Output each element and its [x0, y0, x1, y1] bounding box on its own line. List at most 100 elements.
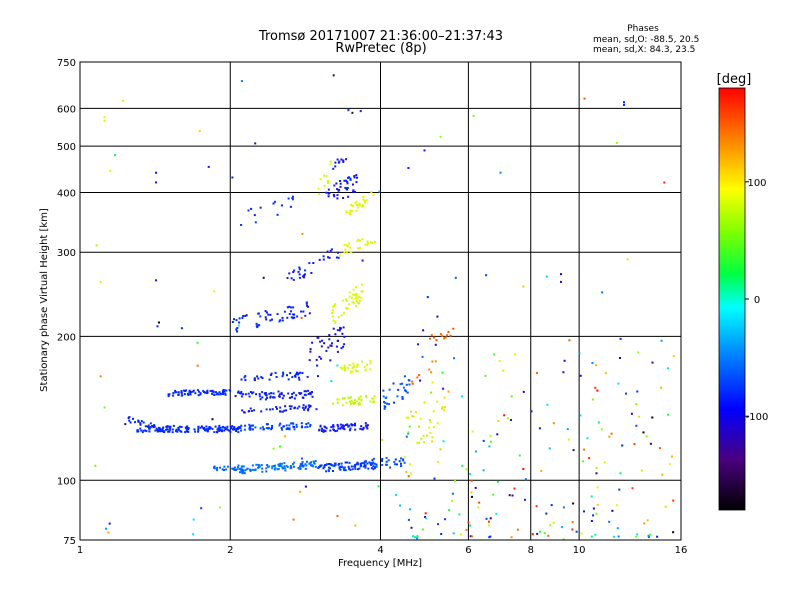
data-point [227, 429, 230, 432]
data-point [359, 110, 362, 113]
data-point [322, 429, 325, 432]
data-point [132, 417, 134, 420]
data-point [309, 350, 312, 353]
data-point [244, 315, 247, 317]
data-point [645, 435, 648, 438]
data-point [364, 460, 367, 463]
data-point [259, 427, 262, 430]
data-point [311, 341, 314, 344]
data-point [284, 469, 287, 472]
data-point [168, 425, 171, 428]
data-point [234, 427, 237, 430]
data-point [354, 398, 357, 401]
data-point [166, 428, 169, 431]
data-point [470, 479, 473, 482]
data-point [285, 464, 288, 467]
data-point [103, 116, 106, 119]
data-point [365, 426, 368, 428]
data-point [336, 398, 339, 401]
data-point [324, 430, 327, 433]
data-point [349, 246, 352, 249]
data-point [266, 423, 269, 426]
data-point [308, 462, 311, 465]
data-point [296, 315, 299, 318]
data-point [171, 431, 174, 434]
data-point [283, 310, 286, 313]
data-point [366, 424, 369, 427]
data-point [531, 533, 534, 536]
data-point [304, 463, 307, 466]
data-point [340, 366, 343, 369]
data-point [344, 461, 347, 464]
data-point [329, 429, 332, 432]
data-point [343, 251, 346, 254]
data-point [281, 319, 284, 322]
data-point [339, 465, 342, 468]
data-point [326, 250, 329, 253]
data-point [351, 424, 354, 426]
data-point [345, 300, 348, 302]
data-point [430, 334, 433, 337]
data-point [321, 339, 324, 342]
data-point [354, 463, 357, 466]
data-point [635, 424, 638, 427]
data-point [475, 450, 477, 453]
data-point [311, 464, 313, 467]
data-point [343, 468, 346, 471]
data-point [348, 291, 351, 294]
data-point [332, 424, 335, 427]
data-point [312, 460, 315, 463]
data-point [396, 395, 399, 398]
data-point [403, 375, 406, 378]
data-point [244, 379, 247, 382]
data-point [260, 376, 263, 379]
data-point [228, 388, 231, 391]
data-point [357, 204, 360, 206]
data-point [333, 195, 336, 198]
data-point [356, 468, 359, 471]
data-point [441, 406, 444, 409]
data-point [277, 390, 280, 393]
data-point [222, 391, 224, 394]
data-point [441, 334, 444, 337]
data-point [382, 395, 385, 398]
data-point [339, 182, 342, 185]
data-point [309, 393, 312, 396]
data-point [189, 392, 192, 395]
data-point [289, 306, 292, 309]
data-point [287, 392, 290, 395]
data-point [219, 429, 221, 432]
data-point [355, 295, 358, 298]
data-point [198, 390, 201, 393]
data-point [364, 243, 367, 246]
data-point [594, 533, 597, 536]
data-point [538, 427, 541, 430]
data-point [349, 177, 352, 180]
data-point [213, 393, 216, 396]
data-point [329, 160, 332, 163]
data-point [356, 365, 359, 368]
data-point [129, 421, 132, 424]
data-point [595, 512, 598, 515]
data-point [370, 464, 372, 466]
data-point [332, 402, 334, 405]
colorbar-ticks: 100 0 -100 [745, 178, 768, 423]
data-point [636, 533, 639, 536]
data-point [360, 290, 363, 293]
data-point [301, 396, 304, 399]
data-point [336, 364, 339, 367]
data-point [583, 448, 586, 451]
data-point [371, 462, 374, 465]
data-point [336, 188, 339, 191]
data-point [236, 468, 239, 471]
data-point [165, 425, 168, 428]
data-point [254, 221, 257, 224]
data-point [337, 398, 340, 401]
data-point [336, 194, 339, 197]
data-point [299, 392, 302, 395]
data-point [261, 467, 264, 470]
data-point [352, 189, 355, 192]
data-point [95, 244, 98, 247]
data-point [407, 416, 410, 419]
data-point [212, 391, 215, 394]
